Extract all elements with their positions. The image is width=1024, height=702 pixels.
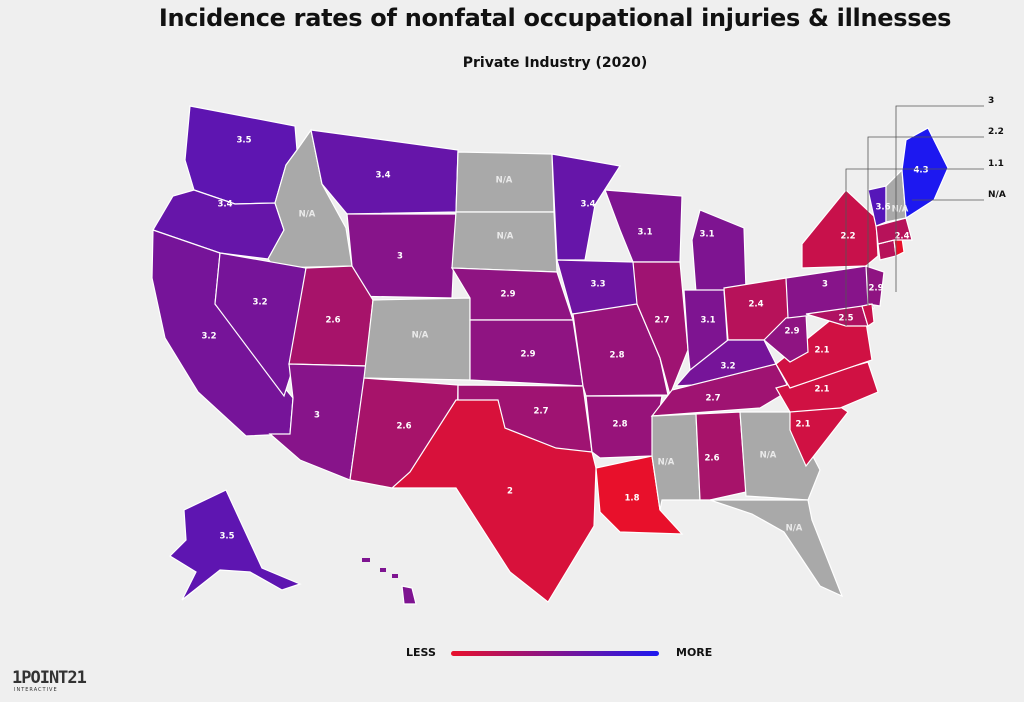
states-layer [151,105,949,605]
callout-label: 1.1 [988,159,1004,169]
state-label-wyoming: 3 [397,252,403,262]
state-new-york [801,189,879,269]
hawaii-island [362,558,370,562]
state-label-kentucky: 3.2 [720,362,735,372]
state-label-illinois: 2.7 [654,316,669,326]
legend-more-label: MORE [676,646,713,659]
state-label-ohio: 2.4 [748,300,763,310]
state-label-tennessee: 2.7 [705,394,720,404]
callout-label: N/A [988,190,1006,200]
state-pennsylvania [785,265,875,319]
legend-gradient-bar [451,651,659,656]
state-label-wisconsin: 3.1 [637,228,652,238]
state-minnesota [551,153,621,261]
state-label-indiana: 3.1 [700,316,715,326]
state-label-new-jersey: 2.9 [868,284,883,294]
state-label-kansas: 2.9 [520,350,535,360]
state-label-massachusetts: 2.4 [894,232,909,242]
callouts-layer: 3 2.2 1.1 N/A [845,96,1006,326]
state-west-virginia [763,313,809,363]
state-label-arizona: 3 [314,411,320,421]
state-label-florida: N/A [786,524,803,534]
state-label-west-virginia: 2.9 [784,327,799,337]
state-label-utah: 2.6 [325,316,340,326]
state-label-virginia: 2.1 [814,346,829,356]
state-label-missouri: 2.8 [609,351,624,361]
state-label-idaho: N/A [299,210,316,220]
state-label-pennsylvania: 3 [822,280,828,290]
callout-line [867,136,984,306]
state-tennessee [650,363,791,417]
state-new-jersey [865,265,885,307]
state-label-alaska: 3.5 [219,532,234,542]
state-label-georgia: N/A [760,451,777,461]
state-label-north-dakota: N/A [496,176,513,186]
state-label-maine: 4.3 [913,166,928,176]
state-label-texas: 2 [507,487,513,497]
state-montana [310,129,459,215]
state-label-new-mexico: 2.6 [396,422,411,432]
state-wisconsin [604,189,683,263]
state-texas [390,399,597,603]
callout-line [895,105,984,292]
state-florida [709,499,844,598]
state-label-south-dakota: N/A [497,232,514,242]
state-label-montana: 3.4 [375,171,390,181]
state-label-alabama: 2.6 [704,454,719,464]
state-label-california: 3.2 [201,332,216,342]
state-michigan [691,209,747,293]
state-label-michigan: 3.1 [699,230,714,240]
state-nevada [214,252,307,398]
state-label-iowa: 3.3 [590,280,605,290]
state-label-south-carolina: 2.1 [795,420,810,430]
callout-label: 3 [988,96,994,106]
state-label-washington: 3.5 [236,136,251,146]
callout-line [845,168,984,326]
state-hawaii [401,585,417,605]
hawaii-island [392,574,398,578]
state-alabama [695,411,747,501]
brand-logo: 1POINT21 [12,668,87,688]
state-label-louisiana: 1.8 [624,494,639,504]
labels-layer: 3.5 3.4 3.2 N/A 3.2 3.4 3 2.6 3 N/A 2.6 N/A N/A 2.9 2.… [201,136,928,542]
page-subtitle: Private Industry (2020) [462,55,648,71]
state-label-nevada: 3.2 [252,298,267,308]
brand-logo-sub: INTERACTIVE [14,687,58,693]
state-maine [901,127,949,220]
state-arkansas [585,395,663,459]
state-label-mississippi: N/A [658,458,675,468]
state-label-arkansas: 2.8 [612,420,627,430]
state-alaska [169,489,302,601]
state-wyoming [345,213,457,299]
page-title: Incidence rates of nonfatal occupational… [158,4,952,32]
hawaii-island [380,568,386,572]
state-label-oregon: 3.4 [217,200,232,210]
state-label-minnesota: 3.4 [580,200,595,210]
state-label-new-hampshire: N/A [892,205,909,215]
callout-label: 2.2 [988,127,1004,137]
legend-less-label: LESS [406,646,436,659]
state-label-vermont: 3.6 [875,203,890,213]
state-label-nebraska: 2.9 [500,290,515,300]
state-delaware [861,303,875,327]
state-label-north-carolina: 2.1 [814,385,829,395]
state-label-oklahoma: 2.7 [533,407,548,417]
state-label-colorado: N/A [412,331,429,341]
state-label-new-york: 2.2 [840,232,855,242]
state-south-dakota [451,211,558,273]
